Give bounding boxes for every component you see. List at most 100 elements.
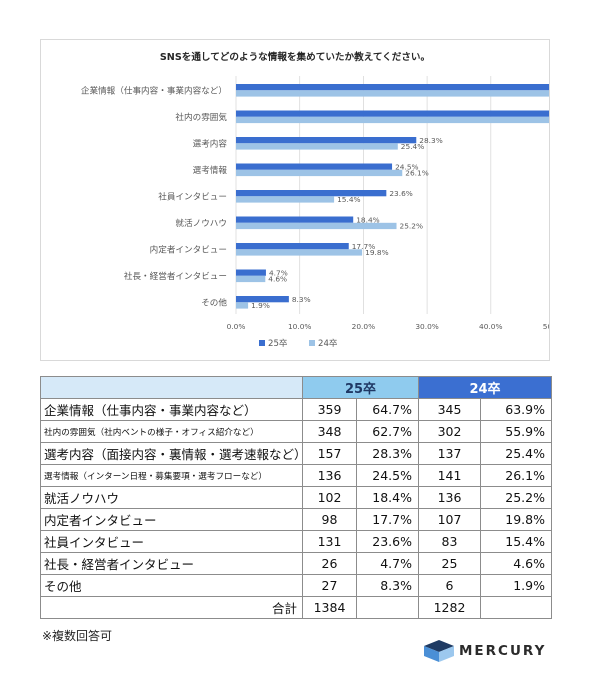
row-item: 内定者インタビュー: [40, 508, 303, 531]
bar-series2: [236, 302, 249, 309]
header-25: 25卒: [302, 376, 419, 399]
count-25: 26: [302, 552, 357, 575]
bar-series1: [236, 163, 393, 170]
row-item: 社内の雰囲気（社内ベントの様子・オフィス紹介など）: [40, 420, 303, 443]
row-item: その他: [40, 574, 303, 597]
x-tick-label: 40.0%: [479, 322, 502, 331]
bar-series1: [236, 110, 549, 117]
x-tick-label: 30.0%: [415, 322, 438, 331]
table-row: 内定者インタビュー 98 17.7% 107 19.8%: [40, 508, 552, 531]
percent-25: 8.3%: [356, 574, 419, 597]
x-tick-label: 50.0%: [543, 322, 549, 331]
data-label: 15.4%: [337, 195, 360, 204]
count-24: 137: [418, 442, 481, 465]
percent-24: 55.9%: [480, 420, 552, 443]
table-row: その他 27 8.3% 6 1.9%: [40, 574, 552, 597]
chart-panel: SNSを通してどのような情報を集めていたか教えてください。 0.0% 10.0% 20…: [40, 39, 550, 361]
percent-25: 62.7%: [356, 420, 419, 443]
bar-series1: [236, 84, 549, 91]
category-label: 企業情報（仕事内容・事業内容など）: [81, 84, 227, 96]
data-label: 1.9%: [251, 301, 270, 310]
percent-24: 26.1%: [480, 464, 552, 487]
brand-name: MERCURY: [459, 643, 547, 659]
count-25: 359: [302, 398, 357, 421]
bar-series2: [236, 222, 397, 230]
bar-chart: SNSを通してどのような情報を集めていたか教えてください。 0.0% 10.0% 20…: [81, 51, 549, 349]
row-item: 社員インタビュー: [40, 530, 303, 553]
bar-series2: [236, 116, 549, 124]
percent-25: 28.3%: [356, 442, 419, 465]
data-label: 26.1%: [405, 169, 428, 178]
row-item: 選考内容（面接内容・裏情報・選考速報など）: [40, 442, 303, 465]
row-item: 企業情報（仕事内容・事業内容など）: [40, 398, 303, 421]
table-row: 社員インタビュー 131 23.6% 83 15.4%: [40, 530, 552, 553]
bar-series2: [236, 143, 398, 150]
data-label: 8.3%: [292, 295, 311, 304]
mercury-cube-logo-icon: [424, 640, 454, 662]
data-label: 4.6%: [268, 275, 287, 284]
data-label: 4.7%: [269, 268, 288, 277]
count-25: 131: [302, 530, 357, 553]
header-24: 24卒: [418, 376, 552, 399]
count-24: 107: [418, 508, 481, 531]
row-item: 就活ノウハウ: [40, 486, 303, 509]
chart-title: SNSを通してどのような情報を集めていたか教えてください。: [160, 51, 430, 63]
total-24: 1282: [418, 596, 481, 619]
data-label: 18.4%: [356, 215, 379, 224]
bar-series2: [236, 275, 266, 283]
count-24: 345: [418, 398, 481, 421]
bar-series2: [236, 90, 549, 97]
bar-series1: [236, 296, 289, 303]
count-24: 141: [418, 464, 481, 487]
data-label: 24.5%: [395, 162, 418, 171]
percent-24: 1.9%: [480, 574, 552, 597]
legend-swatch: [259, 340, 265, 346]
percent-24: 19.8%: [480, 508, 552, 531]
table-body: 企業情報（仕事内容・事業内容など） 359 64.7% 345 63.9% 社内の雰囲気（…: [40, 398, 552, 619]
table-row: 企業情報（仕事内容・事業内容など） 359 64.7% 345 63.9%: [40, 398, 552, 421]
bar-series1: [236, 269, 266, 276]
table-row: 選考内容（面接内容・裏情報・選考速報など） 157 28.3% 137 25.4%: [40, 442, 552, 465]
data-label: 17.7%: [352, 242, 375, 251]
bar-series2: [236, 196, 335, 203]
percent-24: 25.2%: [480, 486, 552, 509]
data-label: 25.4%: [401, 142, 424, 151]
count-24: 83: [418, 530, 481, 553]
total-label: 合計: [40, 596, 303, 619]
table-row: 社長・経営者インタビュー 26 4.7% 25 4.6%: [40, 552, 552, 575]
category-label: 社内の雰囲気: [175, 111, 227, 123]
bar-series2: [236, 249, 363, 256]
bar-series1: [236, 216, 354, 223]
count-25: 136: [302, 464, 357, 487]
x-tick-label: 0.0%: [227, 322, 246, 331]
data-label: 19.8%: [365, 248, 388, 257]
table-header-row: 25卒 24卒: [40, 376, 552, 399]
legend-label: 24卒: [318, 337, 338, 349]
data-label: 23.6%: [389, 189, 412, 198]
count-24: 136: [418, 486, 481, 509]
x-tick-label: 20.0%: [352, 322, 375, 331]
percent-24: 63.9%: [480, 398, 552, 421]
category-label: 社長・経営者インタビュー: [124, 270, 227, 282]
row-item: 社長・経営者インタビュー: [40, 552, 303, 575]
footnote: ※複数回答可: [42, 629, 113, 643]
count-24: 25: [418, 552, 481, 575]
percent-25: 64.7%: [356, 398, 419, 421]
count-25: 27: [302, 574, 357, 597]
bar-series2: [236, 169, 403, 177]
table-row: 選考情報（インターン日程・募集要項・選考フローなど） 136 24.5% 141 26.…: [40, 464, 552, 487]
row-item: 選考情報（インターン日程・募集要項・選考フローなど）: [40, 464, 303, 487]
total-row: 合計 1384 1282: [40, 596, 552, 619]
bar-series1: [236, 137, 417, 144]
category-label: 選考情報: [193, 164, 228, 176]
total-24-blank: [480, 596, 552, 619]
x-tick-label: 10.0%: [288, 322, 311, 331]
category-label: 就活ノウハウ: [175, 217, 227, 229]
category-label: 選考内容: [193, 137, 228, 149]
table-row: 社内の雰囲気（社内ベントの様子・オフィス紹介など） 348 62.7% 302 55.9…: [40, 420, 552, 443]
category-label: 社員インタビュー: [158, 190, 227, 202]
percent-24: 4.6%: [480, 552, 552, 575]
legend-label: 25卒: [268, 337, 288, 349]
brand-logo: MERCURY: [422, 640, 552, 662]
count-25: 348: [302, 420, 357, 443]
